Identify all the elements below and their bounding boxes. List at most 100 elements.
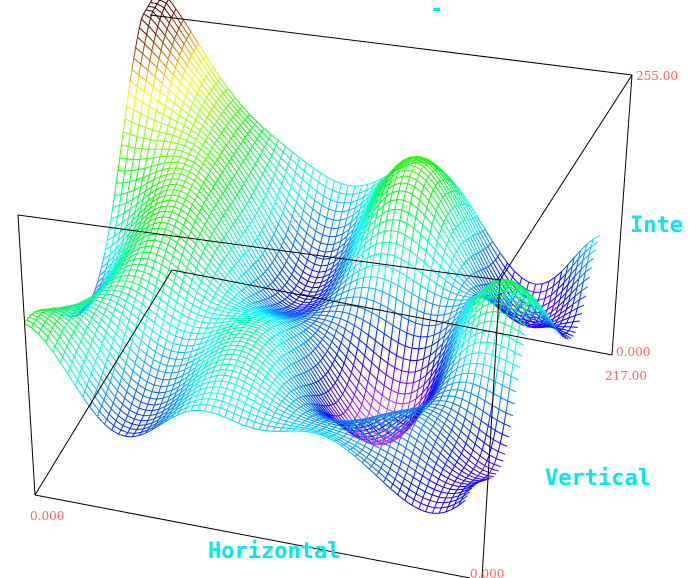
mesh-line bbox=[121, 183, 123, 195]
mesh-line bbox=[207, 114, 209, 118]
mesh-line bbox=[221, 216, 223, 220]
mesh-line bbox=[245, 208, 253, 221]
mesh-line bbox=[444, 218, 446, 223]
mesh-line bbox=[400, 221, 407, 224]
mesh-line bbox=[415, 361, 417, 372]
mesh-line bbox=[164, 3, 166, 8]
mesh-line bbox=[223, 308, 225, 311]
mesh-line bbox=[428, 279, 430, 290]
mesh-line bbox=[282, 266, 284, 270]
mesh-line bbox=[284, 241, 291, 251]
mesh-line bbox=[270, 284, 277, 293]
mesh-line bbox=[147, 149, 149, 159]
mesh-line bbox=[325, 245, 327, 253]
mesh-line bbox=[254, 217, 262, 230]
mesh-line bbox=[398, 272, 400, 285]
mesh-line bbox=[256, 263, 263, 275]
mesh-line bbox=[177, 115, 179, 122]
mesh-line bbox=[216, 305, 218, 309]
surface bbox=[24, 0, 599, 513]
mesh-line bbox=[242, 184, 244, 188]
mesh-line bbox=[435, 250, 442, 259]
mesh-line bbox=[209, 110, 211, 114]
mesh-line bbox=[137, 270, 144, 272]
mesh-line bbox=[421, 274, 423, 286]
mesh-line bbox=[447, 240, 449, 246]
mesh-line bbox=[148, 259, 155, 261]
mesh-line bbox=[209, 302, 211, 307]
mesh-line bbox=[395, 200, 397, 210]
mesh-line bbox=[489, 367, 491, 379]
mesh-line bbox=[227, 302, 229, 305]
mesh-line bbox=[508, 401, 515, 404]
mesh-line bbox=[220, 262, 222, 266]
mesh-line bbox=[415, 370, 422, 372]
mesh-line bbox=[165, 211, 172, 212]
mesh-line bbox=[178, 191, 180, 196]
mesh-line bbox=[151, 158, 153, 167]
mesh-line bbox=[172, 212, 179, 215]
mesh-line bbox=[340, 212, 342, 221]
mesh-line bbox=[506, 361, 513, 365]
mesh-line bbox=[512, 327, 519, 331]
mesh-line bbox=[393, 379, 400, 382]
mesh-line bbox=[125, 106, 127, 119]
mesh-line bbox=[210, 167, 212, 171]
mesh-line bbox=[476, 332, 483, 334]
mesh-line bbox=[428, 174, 430, 177]
mesh-line bbox=[187, 60, 189, 65]
mesh-line bbox=[205, 122, 212, 129]
mesh-line bbox=[403, 303, 410, 307]
mesh-line bbox=[228, 120, 230, 123]
mesh-line bbox=[223, 94, 230, 103]
mesh-line bbox=[487, 379, 489, 390]
mesh-line bbox=[374, 244, 376, 255]
mesh-line bbox=[338, 220, 340, 228]
mesh-line bbox=[241, 237, 249, 250]
mesh-line bbox=[190, 167, 192, 172]
mesh-line bbox=[341, 184, 348, 186]
mesh-line bbox=[385, 221, 387, 232]
mesh-line bbox=[343, 305, 345, 312]
mesh-line bbox=[183, 274, 185, 281]
mesh-line bbox=[166, 245, 168, 252]
mesh-line bbox=[443, 259, 450, 267]
mesh-line bbox=[259, 205, 261, 209]
mesh-line bbox=[145, 44, 152, 51]
mesh-line bbox=[241, 141, 243, 144]
mesh-line bbox=[136, 37, 138, 47]
mesh-line bbox=[258, 257, 260, 260]
mesh-line bbox=[202, 80, 204, 84]
mesh-line bbox=[183, 186, 190, 190]
mesh-line bbox=[468, 373, 475, 374]
mesh-line bbox=[187, 262, 189, 268]
mesh-line bbox=[376, 242, 383, 244]
mesh-line bbox=[199, 187, 201, 191]
mesh-line bbox=[323, 235, 330, 237]
mesh-line bbox=[362, 404, 369, 412]
mesh-line bbox=[419, 235, 421, 246]
mesh-line bbox=[200, 106, 202, 111]
mesh-line bbox=[402, 371, 409, 373]
mesh-line bbox=[186, 91, 188, 97]
mesh-line bbox=[194, 176, 196, 180]
mesh-line bbox=[340, 369, 342, 374]
mesh-line bbox=[162, 84, 169, 91]
mesh-line bbox=[199, 172, 206, 179]
mesh-line bbox=[485, 342, 487, 353]
mesh-line bbox=[379, 317, 386, 321]
mesh-line bbox=[463, 242, 471, 257]
mesh-line bbox=[464, 279, 466, 282]
mesh-line bbox=[459, 248, 467, 261]
mesh-line bbox=[296, 202, 303, 210]
mesh-line bbox=[191, 130, 198, 135]
mesh-line bbox=[111, 207, 113, 219]
mesh-line bbox=[262, 151, 269, 160]
mesh-line bbox=[178, 162, 185, 164]
mesh-line bbox=[157, 132, 159, 141]
mesh-line bbox=[261, 200, 263, 205]
mesh-line bbox=[417, 180, 424, 186]
mesh-line bbox=[250, 315, 257, 316]
mesh-line bbox=[292, 210, 294, 217]
mesh-line bbox=[345, 329, 352, 334]
